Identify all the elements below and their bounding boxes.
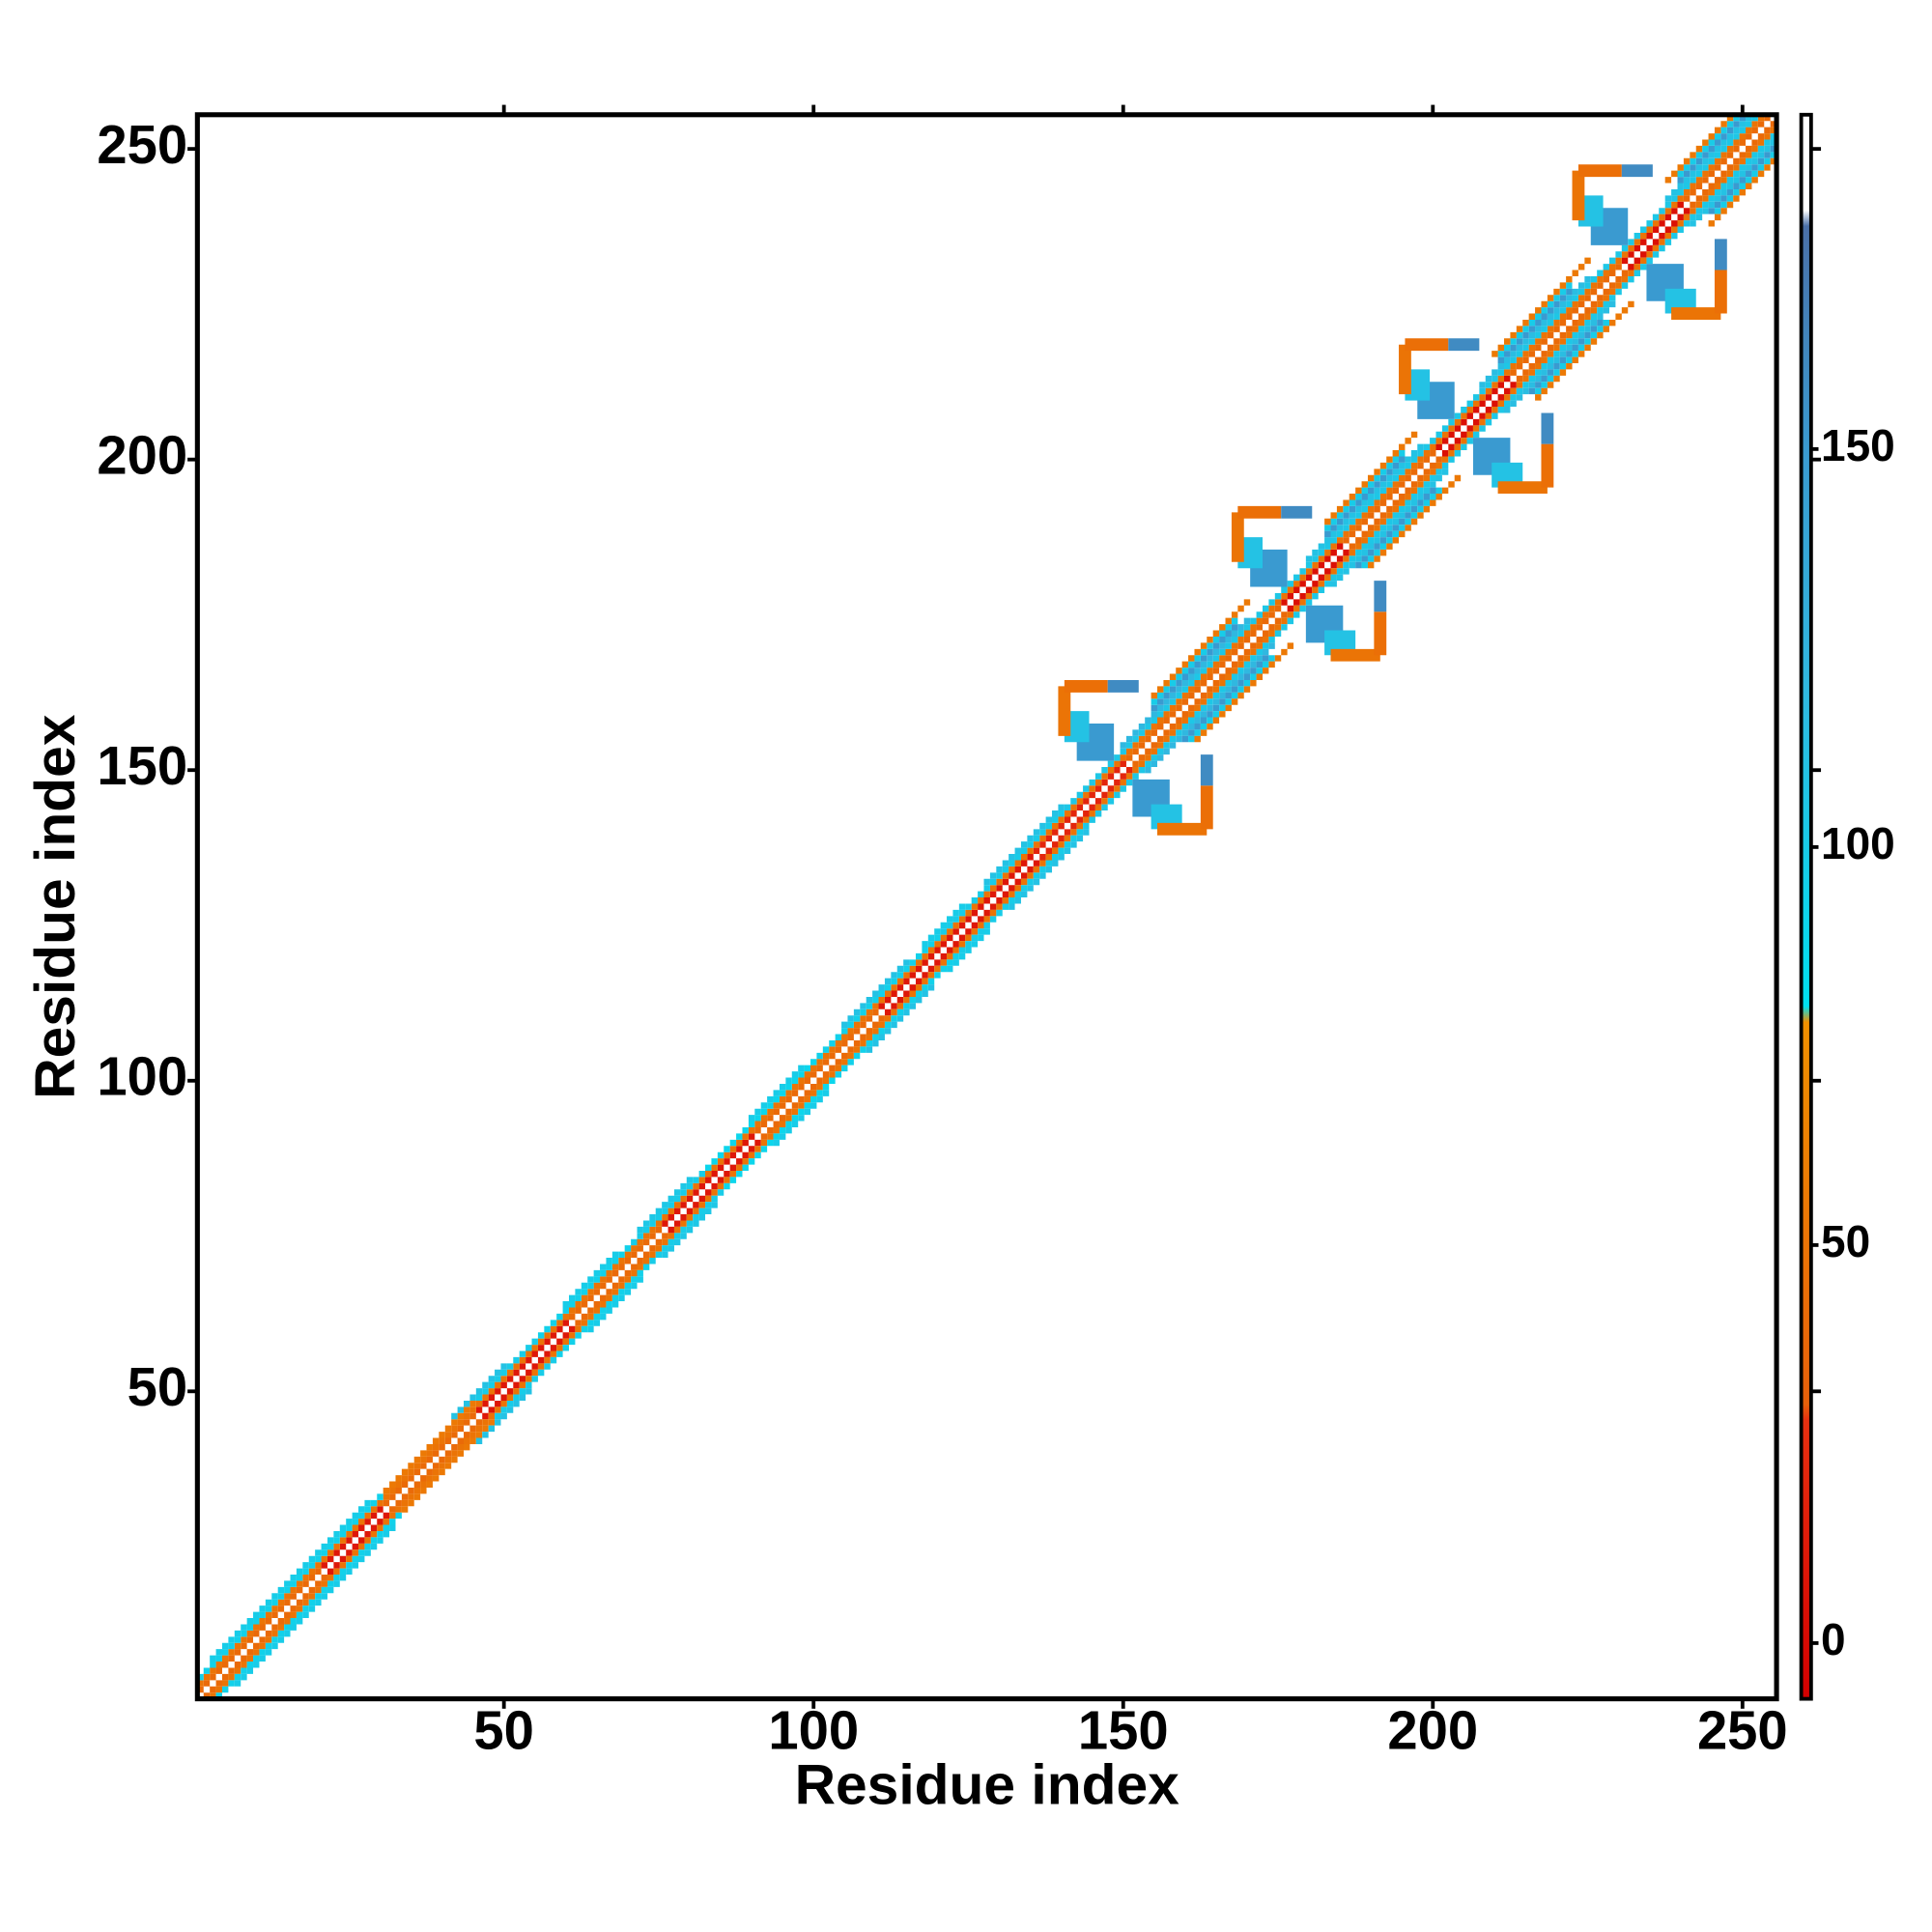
x-tick-label: 50 [473,1700,534,1761]
x-axis-label: Residue index [795,1753,1180,1816]
contact-patch [1281,505,1387,612]
contact-band [816,934,959,1078]
contact-band [637,1177,718,1259]
contact-band [1064,114,1777,830]
contact-patch [1250,549,1344,643]
x-tick-label: 150 [1078,1700,1169,1761]
contact-band [1497,288,1604,395]
contact-band [383,1412,483,1513]
colorbar-tick-label: 150 [1821,420,1895,470]
y-axis-label: Residue index [24,714,87,1099]
contact-band [197,1493,402,1699]
contact-band [1492,257,1634,401]
contact-band [562,1251,643,1333]
contact-patch [1448,338,1554,444]
y-tick-label: 150 [97,735,187,796]
contact-band [1305,443,1449,587]
y-tick-label: 50 [128,1356,188,1417]
x-tick-label: 100 [768,1700,859,1761]
contact-band [1033,760,1133,861]
contact-band [1151,599,1294,743]
contact-band [631,1171,724,1264]
contact-patch [1064,711,1182,830]
contact-band [475,1320,576,1420]
contact-band [841,959,935,1053]
x-tick-label: 250 [1697,1700,1788,1761]
contact-band [705,1059,836,1190]
y-tick-label: 250 [97,114,187,175]
contact-band [878,854,1040,1016]
contact-band [983,804,1090,910]
colorbar-tick-label: 0 [1821,1614,1846,1664]
contact-band [940,810,1084,953]
contact-patch [1590,208,1684,301]
y-tick-label: 200 [97,425,187,486]
contact-band [662,1133,761,1234]
plot-frame [194,112,1779,1702]
colorbar-tick-label: 50 [1821,1216,1870,1266]
contact-band [1343,450,1442,550]
contact-band [197,114,1777,1699]
contact-band [1324,450,1442,569]
contact-patch [1577,195,1696,314]
contact-band [748,1065,830,1147]
contact-band [1125,605,1288,768]
contact-band [451,1363,532,1444]
contact-band [1621,201,1690,270]
contact-band [922,903,990,973]
contact-patch [1417,382,1511,475]
y-tick-label: 100 [97,1046,187,1107]
contact-band [1677,114,1777,214]
contact-band [1120,617,1275,774]
contact-patch [1076,723,1170,817]
contact-band [197,1568,327,1699]
contact-band [475,1338,557,1420]
contact-patch [1107,679,1213,786]
contact-patch [1621,164,1727,270]
contact-band [568,1226,668,1326]
contact-band [754,1009,885,1140]
colorbar-tick-label: 100 [1821,818,1895,868]
x-tick-label: 200 [1387,1700,1478,1761]
contact-patch [1405,369,1523,488]
contact-patch [1237,537,1356,656]
colorbar [1799,112,1813,1701]
